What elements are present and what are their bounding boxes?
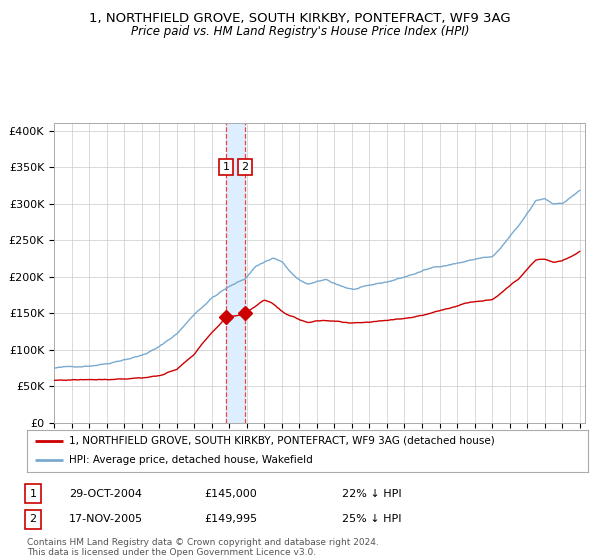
Text: 25% ↓ HPI: 25% ↓ HPI bbox=[342, 514, 401, 524]
Text: 22% ↓ HPI: 22% ↓ HPI bbox=[342, 489, 401, 499]
Bar bbox=[226, 123, 245, 423]
Text: 1, NORTHFIELD GROVE, SOUTH KIRKBY, PONTEFRACT, WF9 3AG (detached house): 1, NORTHFIELD GROVE, SOUTH KIRKBY, PONTE… bbox=[69, 436, 495, 446]
Text: 2: 2 bbox=[29, 514, 37, 524]
Text: Price paid vs. HM Land Registry's House Price Index (HPI): Price paid vs. HM Land Registry's House … bbox=[131, 25, 469, 38]
Text: 1, NORTHFIELD GROVE, SOUTH KIRKBY, PONTEFRACT, WF9 3AG: 1, NORTHFIELD GROVE, SOUTH KIRKBY, PONTE… bbox=[89, 12, 511, 25]
Text: HPI: Average price, detached house, Wakefield: HPI: Average price, detached house, Wake… bbox=[69, 455, 313, 465]
Text: Contains HM Land Registry data © Crown copyright and database right 2024.
This d: Contains HM Land Registry data © Crown c… bbox=[27, 538, 379, 557]
Text: 1: 1 bbox=[223, 162, 230, 172]
Text: 17-NOV-2005: 17-NOV-2005 bbox=[69, 514, 143, 524]
Text: 1: 1 bbox=[29, 489, 37, 499]
Text: £145,000: £145,000 bbox=[204, 489, 257, 499]
Text: £149,995: £149,995 bbox=[204, 514, 257, 524]
Text: 29-OCT-2004: 29-OCT-2004 bbox=[69, 489, 142, 499]
Text: 2: 2 bbox=[241, 162, 248, 172]
